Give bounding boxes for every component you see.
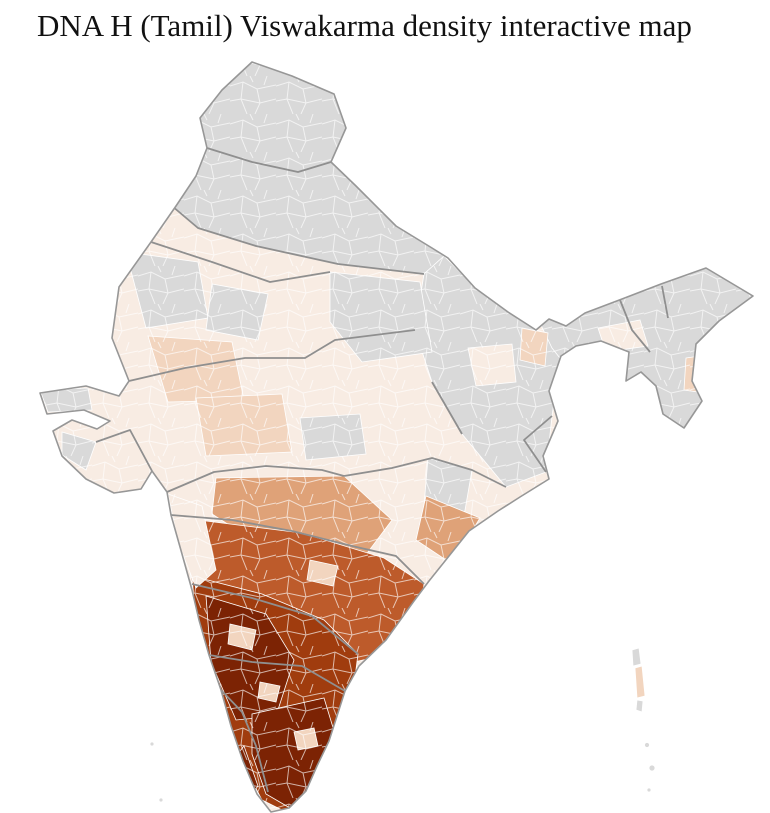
region-nicobar-island-2[interactable] xyxy=(648,764,656,772)
page-title: DNA H (Tamil) Viswakarma density interac… xyxy=(37,8,692,43)
region-lakshadweep-island-1[interactable] xyxy=(149,741,155,747)
region-andaman-island-main[interactable] xyxy=(634,665,646,699)
district-boundaries-texture xyxy=(40,62,753,812)
islands-group xyxy=(149,647,656,803)
region-lakshadweep-island-2[interactable] xyxy=(158,797,164,803)
india-outline xyxy=(39,61,754,813)
region-nicobar-island-1[interactable] xyxy=(644,742,650,748)
region-andaman-island-south[interactable] xyxy=(635,699,644,713)
region-andaman-island-north[interactable] xyxy=(631,647,642,667)
state-boundaries xyxy=(95,147,669,793)
region-nicobar-island-3[interactable] xyxy=(646,787,652,793)
